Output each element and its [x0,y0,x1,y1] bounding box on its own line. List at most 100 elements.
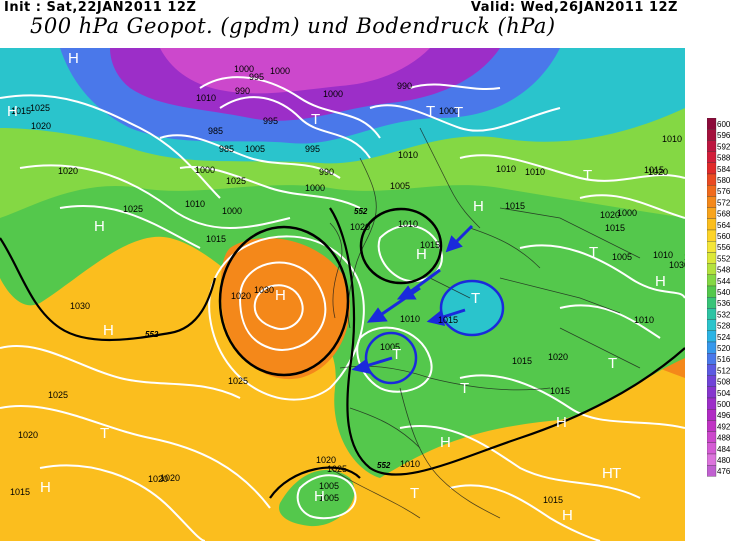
isobar-label: 1025 [123,204,143,214]
colorbar-label: 552 [717,254,731,263]
high-pressure-symbol: H [416,246,427,263]
isobar-label: 1010 [525,167,545,177]
isobar-label: 990 [319,167,334,177]
colorbar-label: 540 [717,288,731,297]
isobar-label: 1010 [400,459,420,469]
colorbar-label: 488 [717,434,731,443]
high-pressure-symbol: H [7,103,18,120]
valid-time: Valid: Wed,26JAN2011 12Z [470,0,678,15]
isobar-label: 1015 [10,487,30,497]
low-pressure-symbol: T [410,485,419,502]
high-pressure-symbol: H [556,414,567,431]
colorbar-label: 588 [717,154,731,163]
isobar-label: 1000 [195,165,215,175]
colorbar-swatch [707,465,717,477]
isobar-label: 1015 [550,386,570,396]
isobar-label: 1010 [496,164,516,174]
colorbar-swatch [707,397,717,410]
colorbar-label: 580 [717,176,731,185]
colorbar-swatch [707,263,717,275]
isobar-label: 1000 [222,206,242,216]
colorbar-swatch [707,285,717,298]
isobar-label: 1005 [684,252,685,262]
isobar-label: 1010 [398,219,418,229]
isobar-label: 1015 [543,495,563,505]
colorbar-swatch [707,151,717,163]
low-pressure-symbol: T [608,355,617,372]
isobar-label: 1010 [196,93,216,103]
isobar-label: 1030 [669,260,685,270]
height-contour-label: 552 [354,207,368,216]
colorbar-label: 524 [717,333,731,342]
high-pressure-symbol: H [275,287,286,304]
high-pressure-symbol: H [94,218,105,235]
isobar-label: 1020 [600,210,620,220]
colorbar-label: 584 [717,165,731,174]
isobar-label: 1025 [327,464,347,474]
colorbar-swatch [707,129,717,141]
colorbar-swatch [707,196,717,208]
low-pressure-symbol: T [583,167,592,184]
colorbar-label: 568 [717,210,731,219]
colorbar-label: 600 [717,120,731,129]
isobar-label: 1010 [653,250,673,260]
annotation-blue-circle-south [364,331,418,385]
high-pressure-symbol: H [655,273,666,290]
colorbar-swatch [707,431,717,443]
colorbar-swatch [707,185,717,197]
isobar-label: 995 [263,116,278,126]
isobar-label: 1015 [605,223,625,233]
colorbar-swatch [707,297,717,309]
colorbar: 600 596 592 588 584 580 576 572 568 564 560 556 552 5… [707,118,731,477]
isobar-label: 1000 [234,64,254,74]
low-pressure-symbol: T [454,104,463,121]
colorbar-label: 548 [717,266,731,275]
isobar-label: 1020 [350,222,370,232]
colorbar-swatch [707,341,717,354]
isobar-label: 985 [219,144,234,154]
isobar-label: 1015 [505,201,525,211]
colorbar-label: 592 [717,142,731,151]
isobar-label: 1025 [48,390,68,400]
height-contour-label: 552 [145,330,159,339]
colorbar-label: 500 [717,400,731,409]
colorbar-label: 520 [717,344,731,353]
isobar-label: 1020 [648,167,668,177]
annotation-blue-circle-east [439,279,505,337]
colorbar-label: 528 [717,322,731,331]
colorbar-swatch [707,241,717,253]
isobar-label: 990 [235,86,250,96]
isobar-label: 1000 [617,208,637,218]
isobar-label: 1000 [439,106,459,116]
field-cyan-low [442,282,502,334]
isobar-label: 1015 [438,315,458,325]
isobar-label: 1010 [400,314,420,324]
colorbar-label: 544 [717,277,731,286]
isobar-label: 990 [397,81,412,91]
isobar-label: 985 [208,126,223,136]
low-pressure-symbol: T [100,425,109,442]
isobar-label: 1020 [316,455,336,465]
isobar-label: 1005 [245,144,265,154]
isobars [0,76,685,541]
colorbar-swatch [707,420,717,432]
high-pressure-symbol: H [602,465,613,482]
low-pressure-symbol: T [392,346,401,363]
high-pressure-symbol: H [473,198,484,215]
colorbar-label: 532 [717,310,731,319]
colorbar-swatch [707,162,717,175]
colorbar-label: 516 [717,355,731,364]
colorbar-label: 480 [717,456,731,465]
isobar-label: 1030 [254,285,274,295]
high-pressure-symbol: H [40,479,51,496]
colorbar-swatch [707,319,717,331]
isobar-label: 1020 [148,474,168,484]
isobar-label: 1020 [18,430,38,440]
field-magenta [160,48,430,94]
colorbar-swatch [707,218,717,231]
colorbar-label: 576 [717,187,731,196]
isobar-label: 1005 [390,181,410,191]
isobar-label: 1025 [226,176,246,186]
isobar-label: 1025 [30,103,50,113]
